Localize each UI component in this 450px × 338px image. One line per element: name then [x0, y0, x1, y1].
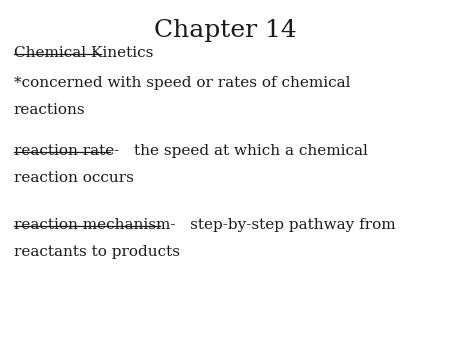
Text: reaction rate-   the speed at which a chemical: reaction rate- the speed at which a chem…	[14, 144, 367, 158]
Text: reaction occurs: reaction occurs	[14, 171, 133, 185]
Text: Chapter 14: Chapter 14	[153, 19, 297, 42]
Text: reaction mechanism-   step-by-step pathway from: reaction mechanism- step-by-step pathway…	[14, 218, 395, 232]
Text: *concerned with speed or rates of chemical: *concerned with speed or rates of chemic…	[14, 76, 350, 90]
Text: reactants to products: reactants to products	[14, 245, 180, 259]
Text: Chemical Kinetics: Chemical Kinetics	[14, 46, 153, 59]
Text: reactions: reactions	[14, 103, 85, 117]
